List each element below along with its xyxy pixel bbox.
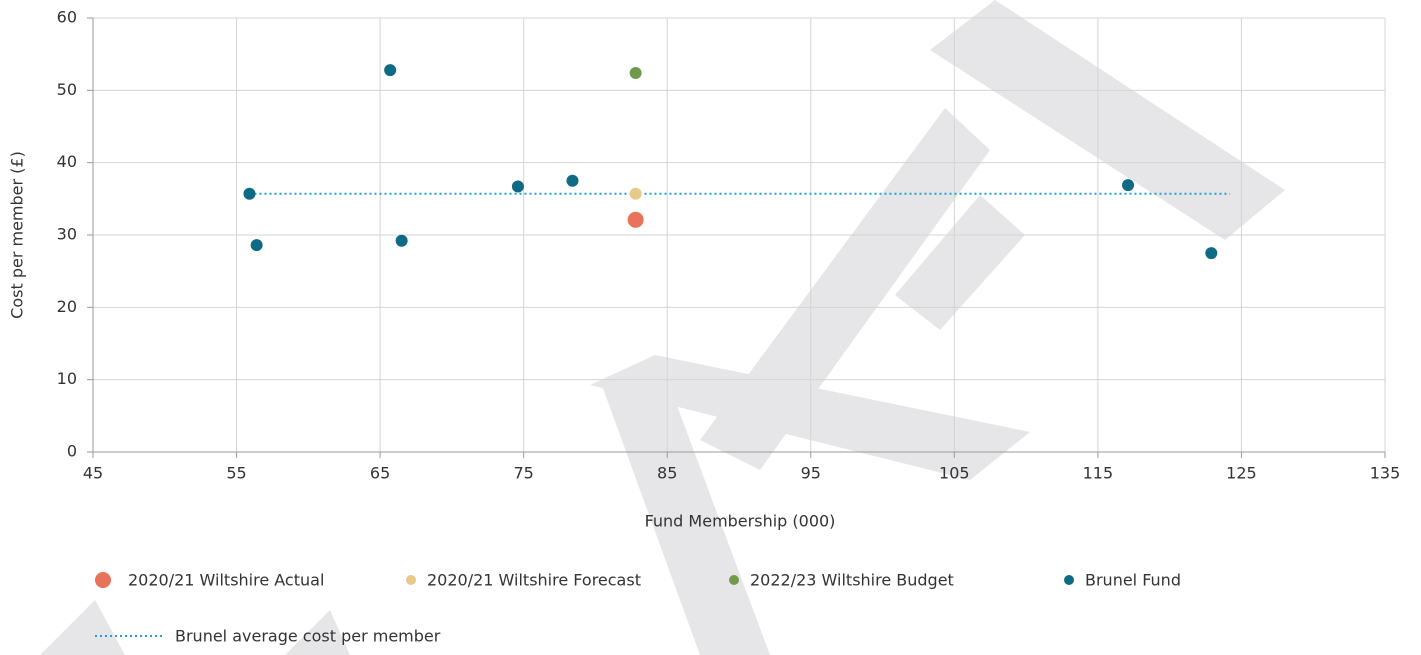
grid: 45 55 65 75 85 95 105 115 125 135 0 10 20 30 40 50 60 bbox=[57, 8, 1401, 483]
y-tick-label: 60 bbox=[57, 8, 77, 27]
point bbox=[629, 66, 642, 79]
y-tick-label: 10 bbox=[57, 369, 77, 388]
x-tick-label: 115 bbox=[1083, 464, 1114, 483]
x-tick-label: 135 bbox=[1370, 464, 1401, 483]
watermark-shape bbox=[930, 0, 1285, 240]
legend-marker bbox=[729, 575, 739, 585]
y-tick-label: 0 bbox=[67, 442, 77, 461]
point bbox=[395, 234, 408, 247]
x-axis-label: Fund Membership (000) bbox=[645, 512, 836, 531]
legend-marker bbox=[406, 575, 416, 585]
y-tick-label: 40 bbox=[57, 152, 77, 171]
legend-label: 2022/23 Wiltshire Budget bbox=[750, 571, 954, 590]
legend-marker bbox=[95, 572, 111, 588]
x-tick-label: 105 bbox=[939, 464, 970, 483]
y-tick-label: 20 bbox=[57, 297, 77, 316]
x-tick-label: 125 bbox=[1226, 464, 1257, 483]
point bbox=[566, 174, 579, 187]
point bbox=[384, 64, 397, 77]
watermark-shape bbox=[590, 355, 1030, 480]
point bbox=[1122, 179, 1135, 192]
legend-label: Brunel Fund bbox=[1085, 571, 1181, 590]
legend-label: 2020/21 Wiltshire Actual bbox=[128, 571, 324, 590]
legend-label: 2020/21 Wiltshire Forecast bbox=[427, 571, 641, 590]
x-tick-label: 85 bbox=[657, 464, 677, 483]
watermark-shape bbox=[895, 195, 1025, 330]
x-tick-label: 45 bbox=[83, 464, 103, 483]
point bbox=[511, 180, 524, 193]
x-tick-label: 55 bbox=[226, 464, 246, 483]
x-tick-label: 95 bbox=[801, 464, 821, 483]
point bbox=[629, 187, 642, 200]
watermark-shape bbox=[40, 600, 125, 655]
legend: 2020/21 Wiltshire Actual 2020/21 Wiltshir… bbox=[95, 571, 1181, 646]
point bbox=[243, 187, 256, 200]
watermark-shape bbox=[285, 610, 350, 655]
marks bbox=[243, 64, 1230, 260]
y-axis-label: Cost per member (£) bbox=[8, 151, 27, 319]
point bbox=[627, 211, 644, 228]
x-tick-label: 65 bbox=[370, 464, 390, 483]
watermark-shape bbox=[600, 360, 770, 655]
legend-label: Brunel average cost per member bbox=[175, 627, 441, 646]
y-tick-label: 50 bbox=[57, 80, 77, 99]
y-tick-label: 30 bbox=[57, 225, 77, 244]
point bbox=[1205, 247, 1218, 260]
point bbox=[250, 239, 263, 252]
x-tick-label: 75 bbox=[513, 464, 533, 483]
legend-marker bbox=[1064, 575, 1074, 585]
